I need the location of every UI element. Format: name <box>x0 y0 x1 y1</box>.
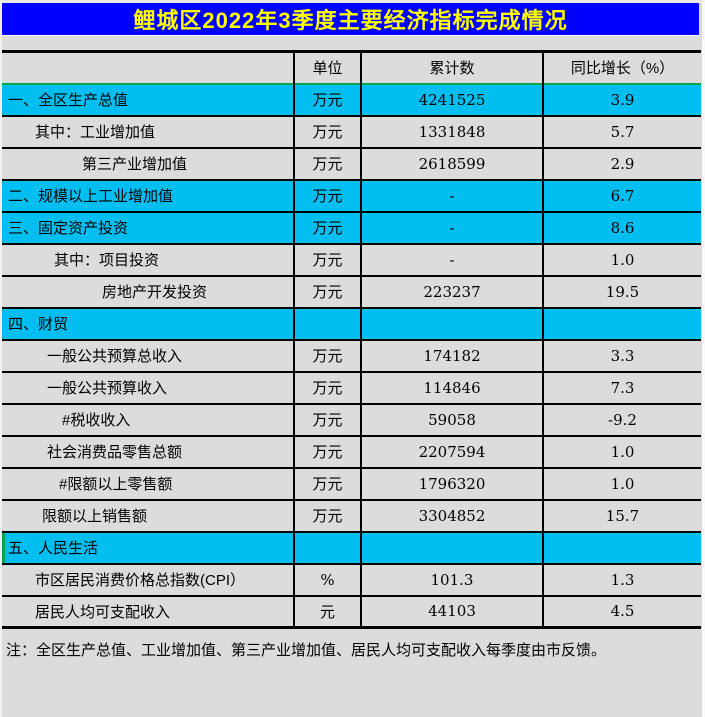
column-header-indicator <box>2 51 294 84</box>
cumulative-value-cell[interactable]: 114846 <box>360 371 543 404</box>
indicator-cell[interactable]: 其中：工业增加值 <box>2 115 294 148</box>
table-row: #限额以上零售额 万元 1796320 1.0 <box>2 467 701 500</box>
table-row: 其中：项目投资 万元 -1.0 <box>2 243 701 276</box>
growth-rate-cell[interactable]: 4.5 <box>542 595 701 628</box>
unit-cell[interactable]: 万元 <box>293 467 361 500</box>
cumulative-value-cell[interactable]: 2207594 <box>360 435 543 468</box>
indicator-cell[interactable]: 一般公共预算总收入 <box>2 339 294 372</box>
column-header-unit: 单位 <box>293 51 361 84</box>
cumulative-value-cell[interactable]: 101.3 <box>360 563 543 596</box>
growth-rate-cell[interactable]: 5.7 <box>542 115 701 148</box>
unit-cell[interactable]: 万元 <box>293 147 361 180</box>
unit-cell[interactable] <box>293 531 361 564</box>
table-row: 一、全区生产总值 万元 4241525 3.9 <box>2 83 701 116</box>
cumulative-value-cell[interactable]: 3304852 <box>360 499 543 532</box>
table-row: 三、固定资产投资 万元 -8.6 <box>2 211 701 244</box>
indicator-cell[interactable]: 一、全区生产总值 <box>2 83 294 116</box>
table-row: 房地产开发投资 万元 223237 19.5 <box>2 275 701 308</box>
cumulative-value-cell[interactable]: 1796320 <box>360 467 543 500</box>
cumulative-value-cell[interactable]: 223237 <box>360 275 543 308</box>
table-row: 二、规模以上工业增加值 万元 -6.7 <box>2 179 701 212</box>
cumulative-value-cell[interactable] <box>360 531 543 564</box>
unit-cell[interactable]: 万元 <box>293 339 361 372</box>
unit-cell[interactable]: 万元 <box>293 243 361 276</box>
indicator-cell[interactable]: 房地产开发投资 <box>2 275 294 308</box>
unit-cell[interactable]: 万元 <box>293 83 361 116</box>
growth-rate-cell[interactable]: 19.5 <box>542 275 701 308</box>
unit-cell[interactable]: 元 <box>293 595 361 628</box>
indicator-cell[interactable]: 五、人民生活 <box>2 531 294 564</box>
growth-rate-cell[interactable]: 2.9 <box>542 147 701 180</box>
indicator-cell[interactable]: #限额以上零售额 <box>2 467 294 500</box>
cumulative-value-cell[interactable]: 44103 <box>360 595 543 628</box>
cumulative-value-cell[interactable]: 1331848 <box>360 115 543 148</box>
table-row: 五、人民生活 <box>2 531 701 564</box>
growth-rate-cell[interactable]: 3.3 <box>542 339 701 372</box>
indicator-cell[interactable]: 第三产业增加值 <box>2 147 294 180</box>
table-row: 市区居民消费价格总指数(CPI）% 101.3 1.3 <box>2 563 701 596</box>
table-row: 一般公共预算收入 万元 114846 7.3 <box>2 371 701 404</box>
indicator-cell[interactable]: 居民人均可支配收入 <box>2 595 294 628</box>
spacer-row <box>2 36 702 50</box>
growth-rate-cell[interactable]: 1.0 <box>542 243 701 276</box>
indicator-cell[interactable]: 一般公共预算收入 <box>2 371 294 404</box>
cumulative-value-cell[interactable]: 59058 <box>360 403 543 436</box>
indicator-cell[interactable]: 市区居民消费价格总指数(CPI） <box>2 563 294 596</box>
unit-cell[interactable]: 万元 <box>293 499 361 532</box>
footnote: 注：全区生产总值、工业增加值、第三产业增加值、居民人均可支配收入每季度由市反馈。 <box>6 642 607 659</box>
unit-cell[interactable]: 万元 <box>293 211 361 244</box>
unit-cell[interactable]: 万元 <box>293 179 361 212</box>
growth-rate-cell[interactable] <box>542 531 701 564</box>
column-header-growth: 同比增长（%） <box>542 51 701 84</box>
unit-cell[interactable]: % <box>293 563 361 596</box>
cumulative-value-cell[interactable]: - <box>360 179 543 212</box>
column-header-cumulative: 累计数 <box>360 51 543 84</box>
unit-cell[interactable]: 万元 <box>293 275 361 308</box>
cumulative-value-cell[interactable] <box>360 307 543 340</box>
indicator-cell[interactable]: 三、固定资产投资 <box>2 211 294 244</box>
cumulative-value-cell[interactable]: 4241525 <box>360 83 543 116</box>
growth-rate-cell[interactable]: 15.7 <box>542 499 701 532</box>
indicator-cell[interactable]: 二、规模以上工业增加值 <box>2 179 294 212</box>
growth-rate-cell[interactable]: 1.3 <box>542 563 701 596</box>
table-row: 其中：工业增加值 万元 1331848 5.7 <box>2 115 701 148</box>
table-row: 居民人均可支配收入元 44103 4.5 <box>2 595 701 628</box>
growth-rate-cell[interactable]: 8.6 <box>542 211 701 244</box>
growth-rate-cell[interactable]: 6.7 <box>542 179 701 212</box>
table-row: 限额以上销售额 万元 3304852 15.7 <box>2 499 701 532</box>
growth-rate-cell[interactable]: 1.0 <box>542 467 701 500</box>
indicator-cell[interactable]: 限额以上销售额 <box>2 499 294 532</box>
indicator-cell[interactable]: #税收收入 <box>2 403 294 436</box>
growth-rate-cell[interactable]: 3.9 <box>542 83 701 116</box>
indicators-table: 单位 累计数 同比增长（%） 一、全区生产总值 万元 4241525 3.9 其中：工业… <box>2 50 701 629</box>
table-row: 一般公共预算总收入 万元 174182 3.3 <box>2 339 701 372</box>
cumulative-value-cell[interactable]: 174182 <box>360 339 543 372</box>
unit-cell[interactable]: 万元 <box>293 435 361 468</box>
table-row: #税收收入 万元 59058 -9.2 <box>2 403 701 436</box>
indicator-cell[interactable]: 社会消费品零售总额 <box>2 435 294 468</box>
unit-cell[interactable]: 万元 <box>293 371 361 404</box>
cumulative-value-cell[interactable]: 2618599 <box>360 147 543 180</box>
indicator-cell[interactable]: 其中：项目投资 <box>2 243 294 276</box>
table-row: 四、财贸 <box>2 307 701 340</box>
growth-rate-cell[interactable]: -9.2 <box>542 403 701 436</box>
growth-rate-cell[interactable]: 7.3 <box>542 371 701 404</box>
header-row: 单位 累计数 同比增长（%） <box>2 51 701 84</box>
table-row: 第三产业增加值 万元 2618599 2.9 <box>2 147 701 180</box>
cumulative-value-cell[interactable]: - <box>360 243 543 276</box>
unit-cell[interactable] <box>293 307 361 340</box>
growth-rate-cell[interactable] <box>542 307 701 340</box>
report-title: 鲤城区2022年3季度主要经济指标完成情况 <box>2 3 699 36</box>
cumulative-value-cell[interactable]: - <box>360 211 543 244</box>
unit-cell[interactable]: 万元 <box>293 403 361 436</box>
table-row: 社会消费品零售总额 万元 2207594 1.0 <box>2 435 701 468</box>
indicator-cell[interactable]: 四、财贸 <box>2 307 294 340</box>
growth-rate-cell[interactable]: 1.0 <box>542 435 701 468</box>
unit-cell[interactable]: 万元 <box>293 115 361 148</box>
